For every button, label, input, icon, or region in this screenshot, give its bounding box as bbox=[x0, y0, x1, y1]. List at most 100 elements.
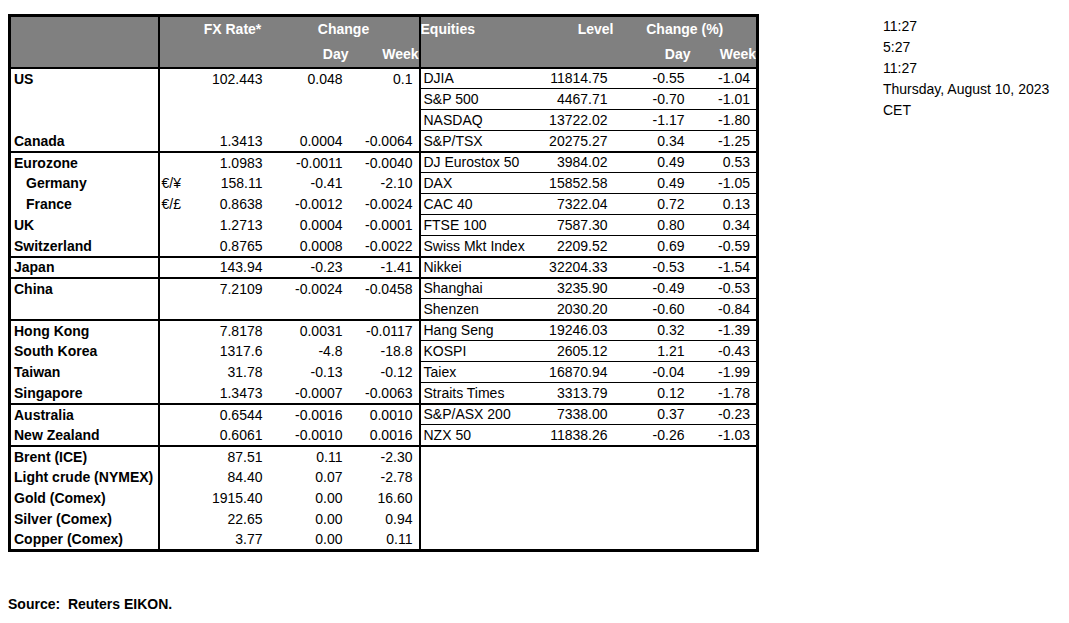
fx-day-change-cell: -0.0012 bbox=[269, 194, 349, 215]
currency-pair-cell bbox=[159, 530, 197, 551]
equity-day-change-cell: -0.60 bbox=[614, 299, 691, 320]
currency-pair-cell bbox=[159, 425, 197, 446]
equity-week-change-cell: 0.13 bbox=[691, 194, 758, 215]
fx-week-change-cell: -0.0458 bbox=[349, 278, 420, 299]
fx-week-change-cell: -0.0024 bbox=[349, 194, 420, 215]
equity-week-change-cell: -1.01 bbox=[691, 89, 758, 110]
region-cell: UK bbox=[10, 215, 159, 236]
fx-rate-cell: 87.51 bbox=[197, 446, 269, 467]
header-row-2: Day Week Day Week bbox=[10, 42, 758, 68]
equity-day-change-cell: -1.17 bbox=[614, 110, 691, 131]
fx-rate-cell: 0.8638 bbox=[197, 194, 269, 215]
equity-level-cell: 19246.03 bbox=[541, 320, 614, 341]
fx-rate-cell bbox=[197, 110, 269, 131]
equity-level-cell: 2209.52 bbox=[541, 236, 614, 257]
currency-pair-cell bbox=[159, 257, 197, 278]
footnotes: Source: Reuters EIKON. * FX Rate for USD… bbox=[8, 552, 1063, 623]
fx-day-change-cell: -4.8 bbox=[269, 341, 349, 362]
table-row: Gold (Comex)1915.400.0016.60 bbox=[10, 488, 758, 509]
table-row: NASDAQ13722.02-1.17-1.80 bbox=[10, 110, 758, 131]
fx-rate-subheader-cell bbox=[197, 42, 269, 68]
equity-name-cell: Hang Seng bbox=[420, 320, 541, 341]
equity-day-change-cell: -0.70 bbox=[614, 89, 691, 110]
equity-week-change-cell: -0.43 bbox=[691, 341, 758, 362]
equity-week-change-cell: -1.04 bbox=[691, 68, 758, 89]
equity-name-cell bbox=[420, 446, 541, 467]
equity-name-cell bbox=[420, 530, 541, 551]
currency-pair-cell bbox=[159, 215, 197, 236]
equity-name-cell bbox=[420, 467, 541, 488]
equity-week-change-cell: -1.80 bbox=[691, 110, 758, 131]
table-row: Switzerland0.87650.0008-0.0022Swiss Mkt … bbox=[10, 236, 758, 257]
equities-subheader-cell bbox=[420, 42, 541, 68]
fx-week-change-cell: -1.41 bbox=[349, 257, 420, 278]
fx-week-change-cell: -2.30 bbox=[349, 446, 420, 467]
equity-week-change-cell: 0.34 bbox=[691, 215, 758, 236]
equity-name-cell: S&P/ASX 200 bbox=[420, 404, 541, 425]
equity-day-change-cell: -0.49 bbox=[614, 278, 691, 299]
equity-week-header: Week bbox=[691, 42, 758, 68]
equity-level-cell: 11838.26 bbox=[541, 425, 614, 446]
equity-level-cell: 3313.79 bbox=[541, 383, 614, 404]
equity-week-change-cell bbox=[691, 467, 758, 488]
table-row: New Zealand0.6061-0.00100.0016NZX 501183… bbox=[10, 425, 758, 446]
currency-pair-cell bbox=[159, 509, 197, 530]
equity-day-header: Day bbox=[614, 42, 691, 68]
time-2: 5:27 bbox=[883, 37, 1049, 58]
equity-day-change-cell bbox=[614, 488, 691, 509]
equity-day-change-cell: -0.04 bbox=[614, 362, 691, 383]
region-cell: Canada bbox=[10, 131, 159, 152]
table-row: Silver (Comex)22.650.000.94 bbox=[10, 509, 758, 530]
currency-pair-cell bbox=[159, 68, 197, 89]
table-row: Australia0.6544-0.00160.0010S&P/ASX 2007… bbox=[10, 404, 758, 425]
timezone: CET bbox=[883, 100, 1049, 121]
equity-name-cell: DJIA bbox=[420, 68, 541, 89]
fx-change-header: Change bbox=[269, 16, 420, 42]
fx-day-change-cell: 0.00 bbox=[269, 530, 349, 551]
table-row: China7.2109-0.0024-0.0458Shanghai3235.90… bbox=[10, 278, 758, 299]
fx-day-change-cell: -0.0007 bbox=[269, 383, 349, 404]
region-header-cell bbox=[10, 16, 159, 42]
equity-week-change-cell bbox=[691, 509, 758, 530]
fx-day-change-cell: -0.0010 bbox=[269, 425, 349, 446]
fx-day-header: Day bbox=[269, 42, 349, 68]
equity-level-cell bbox=[541, 467, 614, 488]
equity-name-cell: NZX 50 bbox=[420, 425, 541, 446]
fx-rate-cell bbox=[197, 299, 269, 320]
level-header: Level bbox=[541, 16, 614, 42]
region-cell: Japan bbox=[10, 257, 159, 278]
fx-week-change-cell: -0.0001 bbox=[349, 215, 420, 236]
region-cell: France bbox=[10, 194, 159, 215]
equity-day-change-cell: 0.37 bbox=[614, 404, 691, 425]
table-row: South Korea1317.6-4.8-18.8KOSPI2605.121.… bbox=[10, 341, 758, 362]
fx-week-change-cell: 0.1 bbox=[349, 68, 420, 89]
region-cell: Australia bbox=[10, 404, 159, 425]
equity-name-cell: NASDAQ bbox=[420, 110, 541, 131]
equity-level-cell bbox=[541, 446, 614, 467]
fx-rate-cell: 1317.6 bbox=[197, 341, 269, 362]
table-row: Canada1.34130.0004-0.0064S&P/TSX20275.27… bbox=[10, 131, 758, 152]
fx-week-change-cell bbox=[349, 110, 420, 131]
level-subheader-cell bbox=[541, 42, 614, 68]
fx-day-change-cell bbox=[269, 89, 349, 110]
currency-pair-cell bbox=[159, 299, 197, 320]
equity-week-change-cell: -1.78 bbox=[691, 383, 758, 404]
region-cell bbox=[10, 299, 159, 320]
table-row: Copper (Comex)3.770.000.11 bbox=[10, 530, 758, 551]
fx-rate-cell: 31.78 bbox=[197, 362, 269, 383]
equity-week-change-cell: 0.53 bbox=[691, 152, 758, 173]
table-row: Singapore1.3473-0.0007-0.0063Straits Tim… bbox=[10, 383, 758, 404]
equity-week-change-cell: -1.99 bbox=[691, 362, 758, 383]
equity-week-change-cell: -1.03 bbox=[691, 425, 758, 446]
fx-week-change-cell: 0.0010 bbox=[349, 404, 420, 425]
equity-day-change-cell bbox=[614, 446, 691, 467]
fx-day-change-cell: 0.00 bbox=[269, 509, 349, 530]
equity-name-cell bbox=[420, 509, 541, 530]
fx-rate-cell: 1.0983 bbox=[197, 152, 269, 173]
equity-level-cell bbox=[541, 530, 614, 551]
equity-week-change-cell: -1.25 bbox=[691, 131, 758, 152]
region-cell: Gold (Comex) bbox=[10, 488, 159, 509]
region-cell: Germany bbox=[10, 173, 159, 194]
equity-name-cell: Straits Times bbox=[420, 383, 541, 404]
fx-day-change-cell bbox=[269, 299, 349, 320]
